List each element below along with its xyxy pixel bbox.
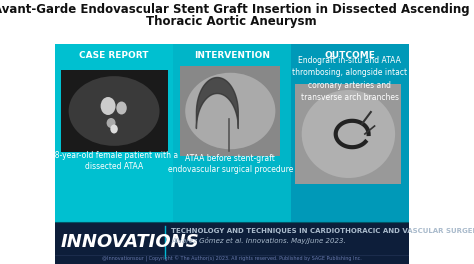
Ellipse shape [69, 76, 159, 146]
Ellipse shape [301, 90, 395, 178]
Bar [55, 44, 173, 222]
Text: Álvarez Gómez et al. Innovations. May/June 2023.: Álvarez Gómez et al. Innovations. May/Ju… [171, 236, 346, 244]
Text: INNOVATIONS: INNOVATIONS [61, 233, 200, 251]
Ellipse shape [110, 125, 118, 134]
Text: Thoracic Aortic Aneurysm: Thoracic Aortic Aneurysm [146, 16, 317, 29]
Bar [295, 84, 401, 184]
Ellipse shape [100, 97, 116, 115]
Ellipse shape [185, 73, 275, 149]
Bar [291, 44, 409, 222]
Text: @Innovationsour | Copyright © The Author(s) 2023. All rights reserved. Published: @Innovationsour | Copyright © The Author… [102, 256, 362, 262]
Text: ATAA before stent-graft
endovascular surgical procedure: ATAA before stent-graft endovascular sur… [168, 154, 293, 175]
Bar [61, 70, 167, 152]
Text: CASE REPORT: CASE REPORT [79, 51, 148, 60]
Bar [55, 222, 409, 264]
Bar [173, 44, 291, 222]
Text: Endograft in-situ and ATAA
thrombosing, alongside intact
coronary arteries and
t: Endograft in-situ and ATAA thrombosing, … [292, 56, 408, 102]
Ellipse shape [107, 118, 116, 128]
Bar [55, 0, 409, 44]
Text: 88-year-old female patient with a
dissected ATAA: 88-year-old female patient with a dissec… [50, 150, 178, 171]
Text: INTERVENTION: INTERVENTION [194, 51, 270, 60]
Text: Avant-Garde Endovascular Stent Graft Insertion in Dissected Ascending: Avant-Garde Endovascular Stent Graft Ins… [0, 2, 470, 16]
Text: OUTCOME: OUTCOME [325, 51, 375, 60]
Ellipse shape [116, 101, 127, 115]
Bar [180, 66, 281, 156]
Text: TECHNOLOGY AND TECHNIQUES IN CARDIOTHORACIC AND VASCULAR SURGERY: TECHNOLOGY AND TECHNIQUES IN CARDIOTHORA… [171, 228, 474, 234]
